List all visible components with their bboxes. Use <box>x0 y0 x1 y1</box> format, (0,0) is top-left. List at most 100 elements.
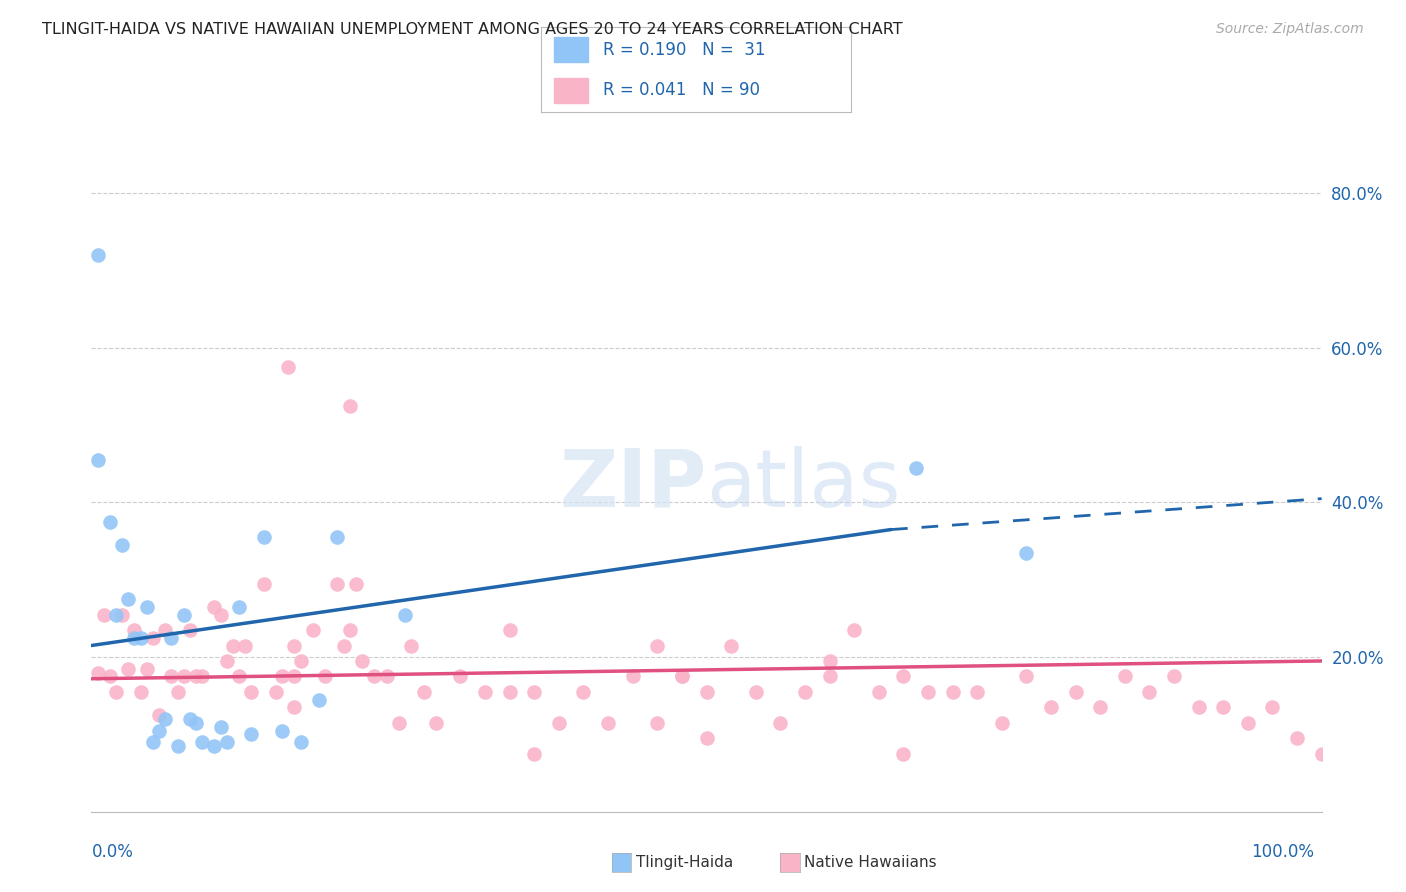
Point <box>283 639 305 653</box>
Point <box>117 592 139 607</box>
Point <box>1064 685 1087 699</box>
Point <box>498 685 520 699</box>
Point <box>86 453 108 467</box>
Point <box>283 700 305 714</box>
Point <box>153 623 177 637</box>
Bar <box>554 78 588 103</box>
Point <box>117 662 139 676</box>
Point <box>191 669 214 683</box>
Point <box>209 720 232 734</box>
Point <box>352 654 374 668</box>
Point <box>148 723 170 738</box>
Point <box>769 715 792 730</box>
Point <box>160 669 183 683</box>
Text: ZIP: ZIP <box>560 446 706 524</box>
Point <box>86 665 108 680</box>
Point <box>1015 669 1038 683</box>
Text: 0.0%: 0.0% <box>91 843 134 861</box>
Point <box>547 715 569 730</box>
Point <box>868 685 890 699</box>
Point <box>240 727 263 741</box>
Point <box>621 669 644 683</box>
Point <box>240 685 263 699</box>
Point <box>166 685 188 699</box>
Point <box>394 607 416 622</box>
Point <box>184 669 207 683</box>
Point <box>720 639 742 653</box>
Point <box>818 654 841 668</box>
Text: Native Hawaiians: Native Hawaiians <box>804 855 936 870</box>
Point <box>233 639 256 653</box>
Point <box>179 623 201 637</box>
Point <box>202 739 225 753</box>
Point <box>671 669 693 683</box>
Point <box>209 607 232 622</box>
Point <box>990 715 1012 730</box>
Point <box>290 654 312 668</box>
Bar <box>554 37 588 62</box>
Point <box>399 639 422 653</box>
Point <box>160 631 183 645</box>
Point <box>1163 669 1185 683</box>
Point <box>264 685 287 699</box>
Text: Tlingit-Haida: Tlingit-Haida <box>636 855 733 870</box>
Point <box>1237 715 1260 730</box>
Point <box>314 669 336 683</box>
Point <box>363 669 385 683</box>
Point <box>904 460 927 475</box>
Point <box>173 669 195 683</box>
Point <box>891 747 914 761</box>
Point <box>277 360 299 375</box>
Point <box>215 654 238 668</box>
Point <box>271 723 294 738</box>
Point <box>523 685 546 699</box>
Point <box>671 669 693 683</box>
Point <box>1114 669 1136 683</box>
Point <box>941 685 963 699</box>
Point <box>645 715 669 730</box>
Point <box>793 685 815 699</box>
Point <box>326 576 349 591</box>
Point <box>253 576 276 591</box>
Point <box>498 623 520 637</box>
Point <box>283 669 305 683</box>
Point <box>388 715 411 730</box>
Point <box>596 715 619 730</box>
Point <box>1088 700 1111 714</box>
Point <box>966 685 988 699</box>
Point <box>425 715 447 730</box>
Point <box>290 735 312 749</box>
Point <box>339 623 361 637</box>
Point <box>148 708 170 723</box>
Text: atlas: atlas <box>706 446 901 524</box>
Point <box>129 631 152 645</box>
Point <box>98 515 121 529</box>
Point <box>1039 700 1063 714</box>
Point <box>1139 685 1161 699</box>
Point <box>166 739 188 753</box>
Point <box>842 623 865 637</box>
Point <box>228 599 250 614</box>
Point <box>153 712 177 726</box>
Point <box>308 692 330 706</box>
Point <box>1187 700 1209 714</box>
Text: Source: ZipAtlas.com: Source: ZipAtlas.com <box>1216 22 1364 37</box>
Point <box>572 685 595 699</box>
Point <box>253 530 276 544</box>
Point <box>142 735 165 749</box>
Text: TLINGIT-HAIDA VS NATIVE HAWAIIAN UNEMPLOYMENT AMONG AGES 20 TO 24 YEARS CORRELAT: TLINGIT-HAIDA VS NATIVE HAWAIIAN UNEMPLO… <box>42 22 903 37</box>
Point <box>124 631 146 645</box>
Point <box>523 747 546 761</box>
Point <box>173 607 195 622</box>
Point <box>135 599 157 614</box>
Point <box>745 685 768 699</box>
Point <box>645 639 669 653</box>
Text: R = 0.041   N = 90: R = 0.041 N = 90 <box>603 81 761 99</box>
Point <box>474 685 496 699</box>
Point <box>105 607 127 622</box>
Point <box>1285 731 1308 746</box>
Point <box>695 731 717 746</box>
Point <box>215 735 238 749</box>
Point <box>142 631 165 645</box>
Point <box>301 623 323 637</box>
